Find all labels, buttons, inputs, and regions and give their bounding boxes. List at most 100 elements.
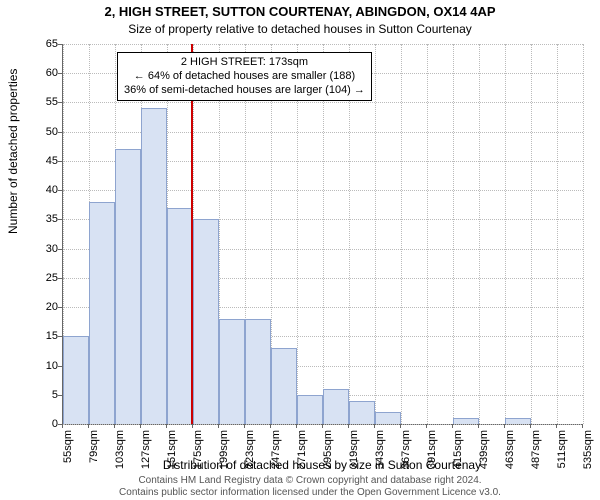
x-tick-label: 415sqm	[452, 430, 464, 470]
gridline-v	[479, 44, 480, 424]
y-tick-label: 35	[46, 213, 58, 225]
gridline-v	[505, 44, 506, 424]
x-tick-label: 295sqm	[322, 430, 334, 470]
chart-container: 2, HIGH STREET, SUTTON COURTENAY, ABINGD…	[0, 0, 600, 500]
y-tick-mark	[58, 190, 62, 191]
x-tick-label: 367sqm	[400, 430, 412, 470]
y-tick-label: 10	[46, 360, 58, 372]
x-tick-mark	[88, 424, 89, 428]
y-tick-label: 60	[46, 67, 58, 79]
x-tick-mark	[374, 424, 375, 428]
gridline-v	[401, 44, 402, 424]
gridline-h	[63, 102, 583, 103]
x-tick-mark	[582, 424, 583, 428]
callout-line-3: 36% of semi-detached houses are larger (…	[124, 84, 365, 98]
histogram-bar	[141, 108, 167, 424]
histogram-bar	[245, 319, 271, 424]
x-tick-label: 103sqm	[114, 430, 126, 470]
x-tick-mark	[192, 424, 193, 428]
x-tick-mark	[166, 424, 167, 428]
y-tick-mark	[58, 249, 62, 250]
x-tick-label: 223sqm	[244, 430, 256, 470]
x-tick-label: 391sqm	[426, 430, 438, 470]
x-tick-mark	[556, 424, 557, 428]
gridline-v	[557, 44, 558, 424]
y-tick-label: 20	[46, 301, 58, 313]
x-tick-mark	[478, 424, 479, 428]
gridline-v	[583, 44, 584, 424]
chart-title-main: 2, HIGH STREET, SUTTON COURTENAY, ABINGD…	[0, 4, 600, 19]
histogram-bar	[505, 418, 531, 424]
x-tick-mark	[348, 424, 349, 428]
histogram-bar	[193, 219, 219, 424]
x-tick-label: 199sqm	[218, 430, 230, 470]
histogram-bar	[453, 418, 479, 424]
y-tick-label: 15	[46, 330, 58, 342]
x-tick-mark	[322, 424, 323, 428]
x-tick-mark	[114, 424, 115, 428]
y-tick-mark	[58, 278, 62, 279]
footnote-line-2: Contains public sector information licen…	[40, 487, 580, 499]
x-tick-mark	[426, 424, 427, 428]
x-tick-label: 535sqm	[582, 430, 594, 470]
y-tick-mark	[58, 132, 62, 133]
y-tick-mark	[58, 336, 62, 337]
footnote: Contains HM Land Registry data © Crown c…	[40, 475, 580, 498]
x-tick-label: 127sqm	[140, 430, 152, 470]
gridline-v	[427, 44, 428, 424]
x-tick-mark	[530, 424, 531, 428]
y-tick-label: 25	[46, 272, 58, 284]
callout-box: 2 HIGH STREET: 173sqm ← 64% of detached …	[117, 52, 372, 101]
histogram-bar	[115, 149, 141, 424]
y-tick-mark	[58, 219, 62, 220]
x-tick-label: 79sqm	[88, 430, 100, 470]
x-tick-label: 439sqm	[478, 430, 490, 470]
gridline-v	[375, 44, 376, 424]
x-tick-label: 319sqm	[348, 430, 360, 470]
y-tick-mark	[58, 161, 62, 162]
x-tick-mark	[400, 424, 401, 428]
x-tick-mark	[296, 424, 297, 428]
x-tick-label: 487sqm	[530, 430, 542, 470]
y-tick-label: 65	[46, 38, 58, 50]
histogram-bar	[375, 412, 401, 424]
gridline-v	[531, 44, 532, 424]
x-tick-mark	[504, 424, 505, 428]
x-tick-label: 175sqm	[192, 430, 204, 470]
histogram-bar	[219, 319, 245, 424]
x-tick-label: 271sqm	[296, 430, 308, 470]
histogram-bar	[271, 348, 297, 424]
y-tick-label: 55	[46, 96, 58, 108]
y-tick-mark	[58, 102, 62, 103]
histogram-bar	[167, 208, 193, 424]
x-tick-mark	[62, 424, 63, 428]
y-tick-label: 50	[46, 126, 58, 138]
callout-line-1: 2 HIGH STREET: 173sqm	[124, 56, 365, 70]
gridline-h	[63, 424, 583, 425]
x-tick-label: 151sqm	[166, 430, 178, 470]
histogram-bar	[349, 401, 375, 424]
y-tick-mark	[58, 395, 62, 396]
gridline-h	[63, 44, 583, 45]
y-tick-mark	[58, 44, 62, 45]
y-axis-label: Number of detached properties	[6, 69, 20, 234]
y-tick-mark	[58, 307, 62, 308]
y-tick-label: 30	[46, 243, 58, 255]
x-tick-mark	[244, 424, 245, 428]
gridline-v	[453, 44, 454, 424]
x-tick-label: 511sqm	[556, 430, 568, 470]
plot-area: 2 HIGH STREET: 173sqm ← 64% of detached …	[62, 44, 583, 425]
callout-line-2: ← 64% of detached houses are smaller (18…	[124, 70, 365, 84]
x-tick-label: 55sqm	[62, 430, 74, 470]
x-tick-label: 463sqm	[504, 430, 516, 470]
y-tick-label: 45	[46, 155, 58, 167]
x-tick-label: 247sqm	[270, 430, 282, 470]
x-tick-mark	[452, 424, 453, 428]
histogram-bar	[63, 336, 89, 424]
x-tick-label: 343sqm	[374, 430, 386, 470]
x-tick-mark	[140, 424, 141, 428]
chart-title-sub: Size of property relative to detached ho…	[0, 22, 600, 36]
histogram-bar	[323, 389, 349, 424]
y-tick-mark	[58, 73, 62, 74]
footnote-line-1: Contains HM Land Registry data © Crown c…	[40, 475, 580, 487]
